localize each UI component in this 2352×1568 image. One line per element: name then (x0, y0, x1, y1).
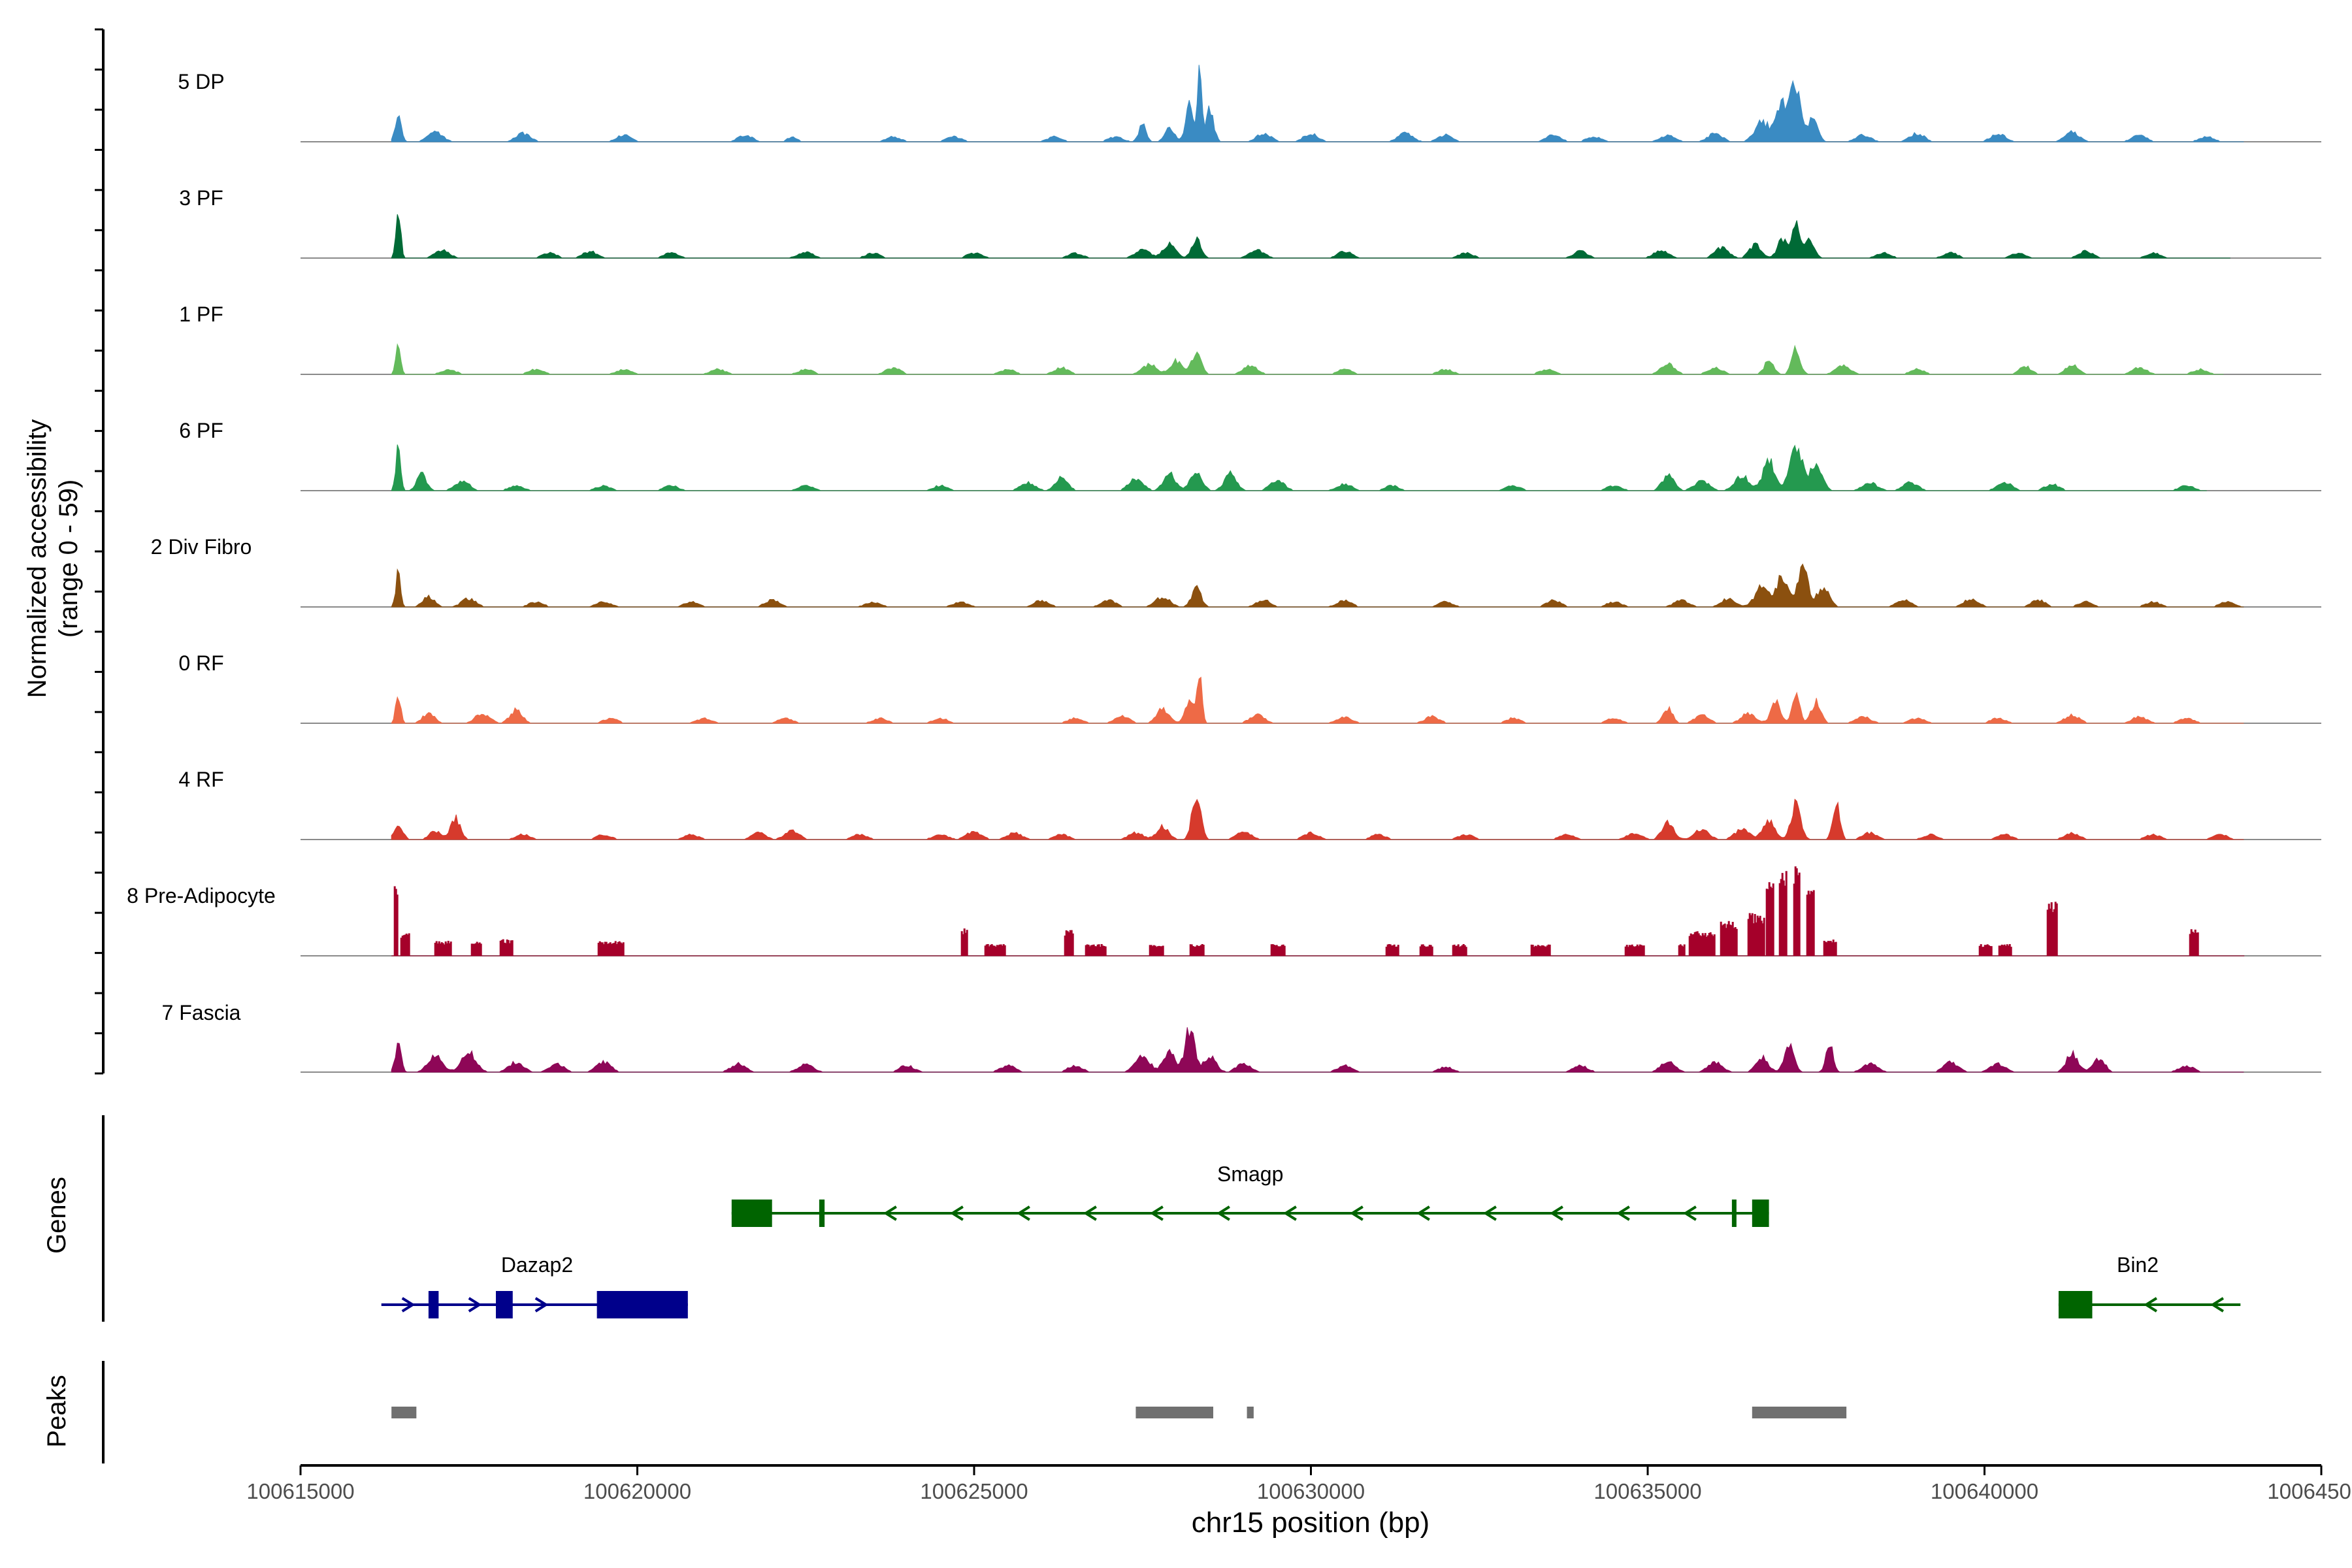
peaks-y-label: Peaks (42, 1375, 71, 1447)
track-label: 8 Pre-Adipocyte (127, 884, 276, 907)
x-axis: 100615000 100620000 100625000 100630000 1006… (246, 1464, 2352, 1503)
track-signal-area (391, 1027, 2244, 1073)
gene-exon (731, 1200, 772, 1227)
strand-chevron (1217, 1205, 1230, 1221)
strand-chevron (1283, 1205, 1297, 1221)
genes-y-label: Genes (42, 1177, 71, 1254)
coverage-track: 1 PF (179, 302, 2321, 375)
track-signal-area (391, 676, 2244, 724)
strand-chevron (2144, 1297, 2157, 1313)
track-signal-area (391, 563, 2244, 608)
strand-chevron (1017, 1205, 1030, 1221)
x-axis-label: chr15 position (bp) (1192, 1507, 1429, 1539)
coverage-track: 5 DP (178, 65, 2321, 142)
gene-label: Dazap2 (501, 1253, 573, 1277)
coverage-track: 8 Pre-Adipocyte (127, 866, 2321, 956)
strand-chevron (1150, 1205, 1164, 1221)
strand-chevron (1683, 1205, 1697, 1221)
gene-exon (596, 1291, 688, 1318)
peak-interval (1752, 1407, 1847, 1418)
strand-chevron (2210, 1297, 2224, 1313)
track-signal-area (391, 866, 2245, 956)
coverage-track: 0 RF (178, 651, 2321, 724)
gene-label: Bin2 (2117, 1253, 2159, 1277)
coverage-panel: 5 DP 3 PF 1 PF 6 PF 2 Div Fibro 0 RF 4 RF 8 Pre… (95, 28, 2321, 1075)
coverage-track: 2 Div Fibro (151, 535, 2321, 608)
coverage-track: 6 PF (179, 419, 2321, 491)
strand-chevron (1550, 1205, 1563, 1221)
gene-exon (1731, 1200, 1737, 1227)
peaks-panel (102, 1361, 1847, 1463)
gene-exon (2058, 1291, 2093, 1318)
gene-exon (495, 1291, 513, 1318)
gene-model: Dazap2 (381, 1253, 688, 1318)
strand-chevron (468, 1297, 482, 1313)
strand-chevron (1416, 1205, 1430, 1221)
track-signal-area (391, 444, 2207, 491)
strand-chevron (534, 1297, 549, 1313)
x-axis-tick-label: 100615000 (246, 1479, 354, 1503)
strand-chevron (883, 1205, 897, 1221)
x-axis-tick-label: 100625000 (920, 1479, 1028, 1503)
x-axis-tick-label: 100620000 (583, 1479, 691, 1503)
coverage-y-label-line1: Normalized accessibility (23, 419, 52, 698)
strand-chevron (1083, 1205, 1097, 1221)
gene-exon (819, 1200, 825, 1227)
peak-interval (1135, 1407, 1214, 1418)
coverage-y-label-line2: (range 0 - 59) (54, 480, 83, 638)
track-label: 4 RF (178, 768, 223, 791)
track-signal-area (391, 65, 2244, 142)
track-label: 3 PF (179, 186, 223, 210)
gene-exon (428, 1291, 439, 1318)
coverage-track: 4 RF (178, 768, 2321, 840)
strand-chevron (1616, 1205, 1630, 1221)
track-label: 7 Fascia (162, 1001, 241, 1024)
gene-model: Bin2 (2058, 1253, 2241, 1318)
track-signal-area (391, 214, 2230, 259)
track-label: 5 DP (178, 70, 224, 93)
track-label: 0 RF (178, 651, 223, 675)
genes-panel: Smagp Dazap2 Bin2 (102, 1115, 2241, 1322)
strand-chevron (1350, 1205, 1364, 1221)
x-axis-tick-label: 100630000 (1257, 1479, 1365, 1503)
track-signal-area (391, 343, 2224, 375)
track-label: 6 PF (179, 419, 223, 442)
strand-chevron (1483, 1205, 1497, 1221)
gene-label: Smagp (1217, 1162, 1283, 1186)
track-signal-area (391, 798, 2244, 840)
track-label: 2 Div Fibro (151, 535, 252, 559)
gene-model: Smagp (731, 1162, 1769, 1227)
peak-interval (1247, 1407, 1254, 1418)
gene-exon (1752, 1200, 1769, 1227)
x-axis-tick-label: 100640000 (1931, 1479, 2038, 1503)
strand-chevron (950, 1205, 964, 1221)
coverage-track: 3 PF (179, 186, 2321, 259)
x-axis-tick-label: 100635000 (1593, 1479, 1701, 1503)
x-axis-tick-label: 100645000 (2267, 1479, 2352, 1503)
coverage-track: 7 Fascia (162, 1001, 2321, 1073)
track-label: 1 PF (179, 302, 223, 326)
peak-interval (391, 1407, 417, 1418)
strand-chevron (401, 1297, 416, 1313)
